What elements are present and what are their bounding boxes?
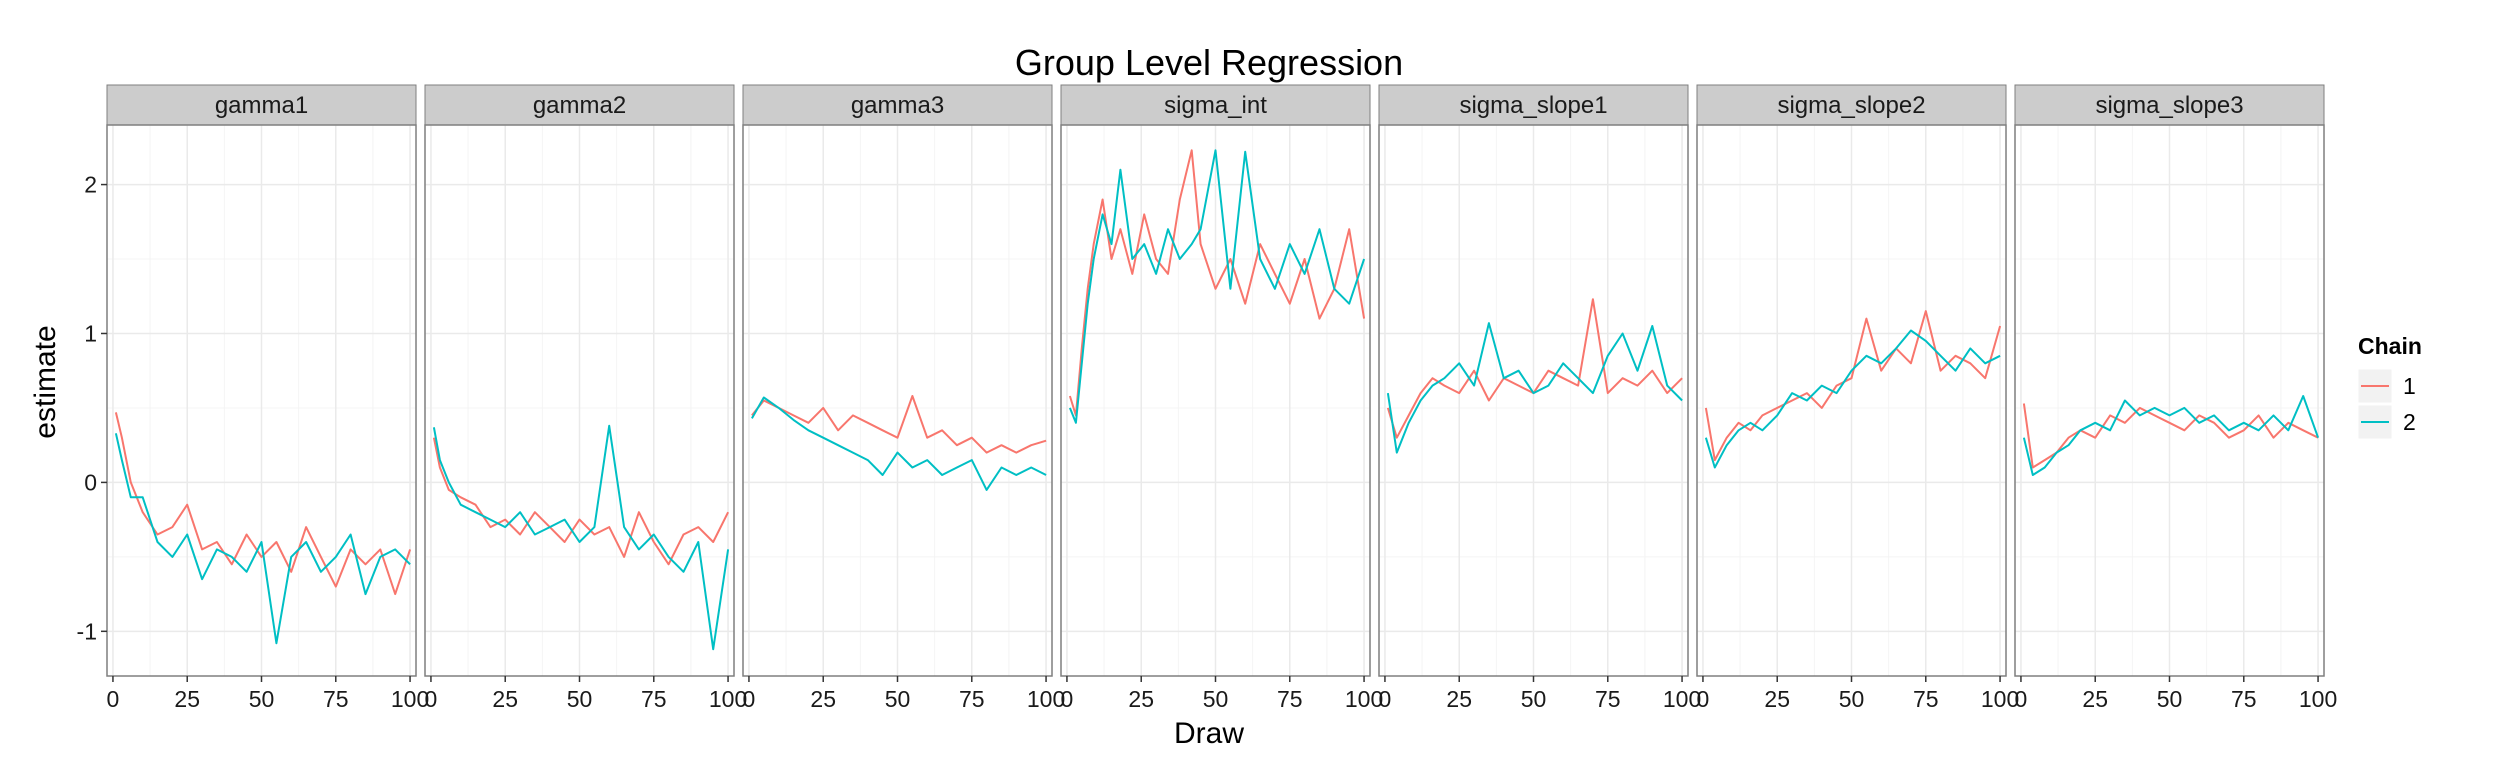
- x-tick-label: 100: [1345, 686, 1383, 712]
- x-tick-label: 75: [641, 686, 667, 712]
- x-tick-label: 0: [743, 686, 756, 712]
- x-tick-label: 100: [1981, 686, 2019, 712]
- x-tick-label: 75: [959, 686, 985, 712]
- series-line-chain-2: [1704, 329, 2001, 469]
- x-tick-label: 0: [1061, 686, 1074, 712]
- series-line-chain-2: [432, 424, 730, 651]
- series-line-chain-2: [1068, 149, 1366, 424]
- x-tick-label: 25: [174, 686, 200, 712]
- x-tick-label: 0: [425, 686, 438, 712]
- x-tick-label: 50: [567, 686, 593, 712]
- facet-panel-gamma3: gamma3 0 25 50 75 100: [742, 84, 1065, 712]
- facet-panel-gamma2: gamma2 0 25 50 75 100: [424, 84, 747, 712]
- x-tick-label: 25: [1764, 686, 1790, 712]
- legend-title: Chain: [2358, 333, 2422, 359]
- series-line-chain-2: [751, 396, 1047, 491]
- facet-panel-sigma_int: sigma_int 0 25 50 75 100: [1060, 84, 1383, 712]
- x-tick-label: 100: [1663, 686, 1701, 712]
- facet-strip-label: gamma1: [215, 92, 308, 119]
- legend-label-2: 2: [2403, 409, 2416, 435]
- x-tick-label: 50: [1839, 686, 1865, 712]
- x-tick-label: 25: [2082, 686, 2108, 712]
- series-line-chain-1: [1386, 298, 1683, 439]
- facet-strip-label: sigma_slope1: [1459, 92, 1607, 119]
- x-tick-label: 50: [2157, 686, 2183, 712]
- series-line-chain-1: [114, 412, 412, 596]
- x-axis-title: Draw: [1174, 717, 1244, 750]
- x-tick-label: 75: [1595, 686, 1621, 712]
- facet-strip: [1696, 84, 2007, 126]
- x-tick-label: 75: [2231, 686, 2257, 712]
- series-line-chain-2: [114, 433, 411, 645]
- x-tick-label: 100: [391, 686, 429, 712]
- legend: Chain 1 2: [2357, 333, 2422, 440]
- x-tick-label: 0: [2015, 686, 2028, 712]
- facet-strip: [1378, 84, 1689, 126]
- series-line-chain-2: [1386, 322, 1683, 454]
- series-line-chain-1: [751, 395, 1047, 454]
- series-line-chain-2: [2022, 395, 2320, 476]
- facet-panel-sigma_slope3: sigma_slope3 0 25 50 75 100: [2014, 84, 2337, 712]
- facet-strip: [2014, 84, 2325, 126]
- series-line-chain-1: [2022, 403, 2319, 469]
- series-line-chain-1: [1068, 149, 1366, 417]
- facet-strip-label: sigma_slope2: [1777, 92, 1925, 119]
- y-tick-label: 1: [84, 320, 97, 346]
- x-tick-label: 75: [323, 686, 349, 712]
- x-tick-label: 50: [885, 686, 911, 712]
- x-tick-label: 50: [1521, 686, 1547, 712]
- x-tick-label: 100: [709, 686, 747, 712]
- facet-strip-label: sigma_slope3: [2095, 92, 2243, 119]
- facet-panel-sigma_slope2: sigma_slope2 0 25 50 75 100: [1696, 84, 2019, 712]
- facet-strip-label: sigma_int: [1164, 92, 1267, 119]
- y-axis: -1 0 1 2: [77, 172, 107, 644]
- facet-panel-gamma1: gamma1 0 25 50 75 100: [106, 84, 429, 712]
- x-tick-label: 50: [249, 686, 275, 712]
- x-tick-label: 100: [2299, 686, 2337, 712]
- facet-strip: [1060, 84, 1371, 126]
- legend-label-1: 1: [2403, 373, 2416, 399]
- x-tick-label: 25: [810, 686, 836, 712]
- y-tick-label: -1: [77, 618, 97, 644]
- x-tick-label: 25: [1446, 686, 1472, 712]
- facet-strip-label: gamma3: [851, 92, 944, 119]
- x-tick-label: 25: [492, 686, 518, 712]
- chart-title: Group Level Regression: [1015, 42, 1403, 83]
- x-tick-label: 0: [1697, 686, 1710, 712]
- facet-strip: [424, 84, 735, 126]
- x-tick-label: 25: [1128, 686, 1154, 712]
- y-axis-title: estimate: [29, 325, 62, 438]
- x-tick-label: 0: [107, 686, 120, 712]
- facet-panels: gamma1 0 25 50 75 100 gamma2 0 25 50 75 100 gamma3 0 2…: [106, 84, 2337, 712]
- x-tick-label: 0: [1379, 686, 1392, 712]
- facet-strip: [106, 84, 417, 126]
- x-tick-label: 100: [1027, 686, 1065, 712]
- x-tick-label: 75: [1913, 686, 1939, 712]
- y-tick-label: 2: [84, 172, 97, 198]
- facet-strip: [742, 84, 1053, 126]
- facet-strip-label: gamma2: [533, 92, 626, 119]
- x-tick-label: 50: [1203, 686, 1229, 712]
- y-tick-label: 0: [84, 469, 97, 495]
- x-tick-label: 75: [1277, 686, 1303, 712]
- facet-panel-sigma_slope1: sigma_slope1 0 25 50 75 100: [1378, 84, 1701, 712]
